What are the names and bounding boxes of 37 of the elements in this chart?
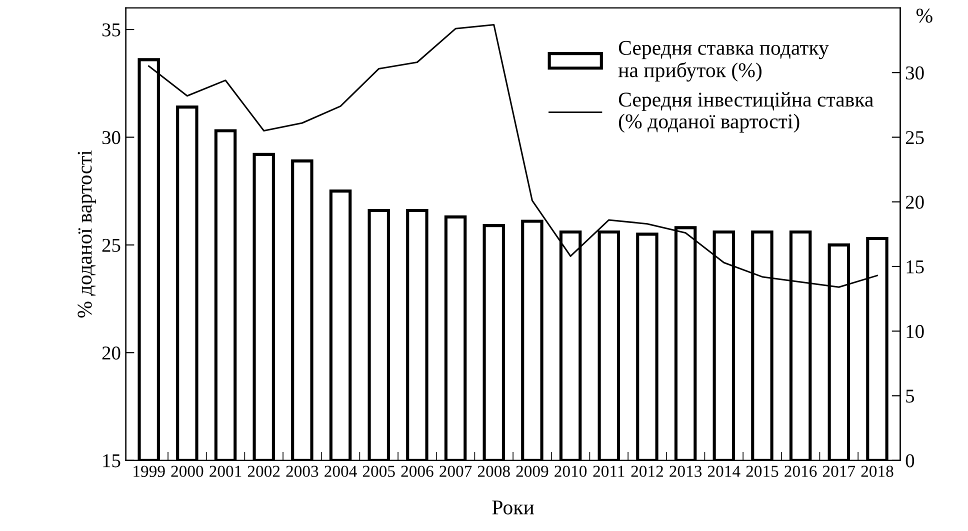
- x-tick-label: 2001: [210, 466, 242, 477]
- x-tick-label: 2011: [593, 466, 624, 477]
- x-tick-label: 2013: [670, 466, 702, 477]
- x-tick-label: 2016: [784, 466, 817, 477]
- x-axis-title: Роки: [492, 500, 534, 514]
- x-tick-label: 2002: [248, 466, 280, 477]
- y2-tick-label: 20: [906, 196, 924, 209]
- y2-tick-label: 5: [906, 390, 914, 403]
- y2-tick-label: 25: [906, 131, 924, 144]
- x-tick-label: 2012: [631, 466, 663, 477]
- y-axis-title: % доданої вартості: [78, 150, 96, 318]
- y-tick-label: 35: [102, 23, 120, 36]
- x-tick-label: 2018: [861, 466, 894, 477]
- x-tick-label: 2000: [171, 466, 204, 477]
- y2-tick-label: 10: [906, 324, 924, 338]
- x-tick-label: 2017: [822, 466, 856, 477]
- x-tick-label: 2007: [440, 466, 472, 477]
- y2-tick-label: 0: [906, 454, 914, 468]
- y2-axis-title: %: [916, 8, 932, 23]
- y2-tick-label: 30: [906, 66, 924, 80]
- x-tick-label: 2010: [554, 466, 587, 477]
- x-tick-label: 2003: [286, 466, 318, 477]
- y-tick-label: 20: [102, 346, 120, 360]
- x-tick-label: 2004: [324, 466, 357, 477]
- x-tick-label: 2008: [478, 466, 510, 477]
- x-tick-label: 2014: [708, 466, 740, 477]
- x-tick-label: 2009: [516, 466, 548, 477]
- y-tick-label: 30: [102, 131, 120, 144]
- x-tick-label: 1999: [134, 466, 165, 477]
- y-tick-label: 15: [103, 454, 120, 468]
- x-tick-label: 2006: [401, 466, 434, 477]
- legend-label: Середня ставка податку на прибуток (%): [618, 40, 829, 82]
- y-tick-label: 25: [102, 238, 120, 252]
- legend-label: Середня інвестиційна ставка (% доданої вартості): [618, 92, 874, 133]
- y2-tick-label: 15: [906, 260, 924, 274]
- x-tick-label: 2015: [746, 466, 778, 477]
- x-tick-label: 2005: [362, 466, 395, 477]
